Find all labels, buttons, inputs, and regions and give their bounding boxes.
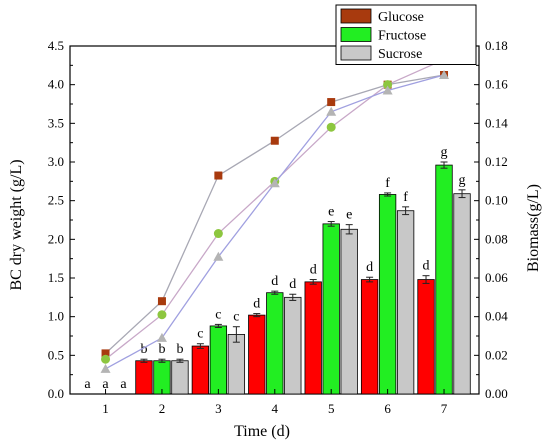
x-axis-title: Time (d) <box>234 423 290 440</box>
x-tick-label: 5 <box>328 401 335 416</box>
legend: Glucose Fructose Sucrose <box>335 4 477 65</box>
x-tick-label: 7 <box>441 401 448 416</box>
significance-label: b <box>140 342 147 357</box>
bar-fructose <box>322 223 340 395</box>
biomass-point-glucose <box>101 349 110 358</box>
x-tick-label: 4 <box>272 401 279 416</box>
biomass-line-layer <box>100 55 450 373</box>
biomass-point-sucrose <box>382 85 393 95</box>
bar-fructose <box>435 164 453 395</box>
y-tick-label: 1.5 <box>48 270 64 285</box>
significance-label: d <box>310 263 317 278</box>
biomass-point-fructose <box>101 354 111 364</box>
significance-label: f <box>385 176 390 191</box>
bar-glucose <box>417 279 435 395</box>
bar-glucose <box>135 360 153 395</box>
significance-label: c <box>197 327 203 342</box>
significance-label: d <box>289 277 296 292</box>
y2-tick-label: 0.16 <box>485 77 508 92</box>
significance-label: c <box>233 310 239 325</box>
bar-sucrose <box>284 296 302 395</box>
bar-sucrose <box>171 360 189 395</box>
significance-label: a <box>120 377 127 392</box>
biomass-point-fructose <box>383 80 393 90</box>
significance-label: d <box>423 259 430 274</box>
biomass-point-sucrose <box>213 251 224 261</box>
bar-glucose <box>191 345 210 395</box>
significance-label: d <box>253 297 260 312</box>
y-tick-label: 2.0 <box>48 231 64 246</box>
bar-fructose <box>378 194 397 395</box>
y2-tick-label: 0.08 <box>485 231 508 246</box>
biomass-point-sucrose <box>439 70 450 79</box>
y2-tick-label: 0.02 <box>485 347 508 362</box>
biomass-point-glucose <box>214 171 223 180</box>
biomass-point-sucrose <box>326 106 337 116</box>
significance-label: c <box>215 307 221 322</box>
biomass-point-glucose <box>327 98 336 107</box>
legend-swatch-sucrose <box>340 45 372 61</box>
legend-label-glucose: Glucose <box>378 10 424 25</box>
bar-fructose <box>266 292 284 395</box>
y2-tick-label: 0.12 <box>485 154 508 169</box>
axes-layer: 0.0 0.5 1.0 1.5 2.0 2.5 3.0 3.5 4.0 4.5 0.00 0.02 0.… <box>48 38 509 416</box>
significance-label: d <box>271 274 278 289</box>
significance-label: e <box>328 205 334 220</box>
significance-label: f <box>403 190 408 205</box>
y2-tick-label: 0.06 <box>485 270 508 285</box>
x-tick-label: 6 <box>384 401 391 416</box>
significance-label: a <box>102 377 109 392</box>
significance-label: g <box>441 145 448 160</box>
legend-swatch-glucose <box>340 8 372 24</box>
y-tick-label: 4.5 <box>48 38 64 53</box>
y-tick-label: 4.0 <box>48 77 64 92</box>
y-tick-label: 3.0 <box>48 154 64 169</box>
significance-label: b <box>176 342 183 357</box>
biomass-point-fructose <box>213 229 223 239</box>
biomass-point-fructose <box>157 310 167 320</box>
y2-tick-label: 0.10 <box>485 193 508 208</box>
y-tick-label: 1.0 <box>48 309 64 324</box>
significance-label: e <box>346 208 352 223</box>
bar-sucrose <box>340 228 358 395</box>
significance-label: b <box>158 342 165 357</box>
bar-glucose <box>360 279 379 395</box>
biomass-point-glucose <box>270 136 279 145</box>
y2-tick-label: 0.00 <box>485 386 508 401</box>
bar-glucose <box>248 314 266 395</box>
bar-sucrose <box>453 193 471 395</box>
x-tick-label: 2 <box>159 401 166 416</box>
y2-axis-title: Biomass(g/L) <box>525 184 542 272</box>
biomass-point-fructose <box>326 122 336 132</box>
significance-label: d <box>366 260 373 275</box>
significance-label: g <box>459 173 466 188</box>
y2-tick-label: 0.18 <box>485 38 508 53</box>
legend-label-sucrose: Sucrose <box>378 47 422 62</box>
y2-tick-label: 0.04 <box>485 309 508 324</box>
x-tick-label: 3 <box>215 401 222 416</box>
biomass-point-sucrose <box>269 178 280 188</box>
bar-glucose <box>304 281 322 395</box>
biomass-point-sucrose <box>100 363 111 373</box>
y-tick-label: 3.5 <box>48 115 64 130</box>
x-tick-label: 1 <box>102 401 109 416</box>
legend-label-fructose: Fructose <box>378 29 426 44</box>
significance-label: a <box>84 377 91 392</box>
bar-sucrose <box>227 334 246 395</box>
legend-swatch-fructose <box>340 27 372 42</box>
y-axis-title: BC dry weight (g/L) <box>8 159 25 290</box>
biomass-point-sucrose <box>156 332 167 342</box>
y-tick-label: 2.5 <box>48 193 64 208</box>
bar-sucrose <box>396 210 415 395</box>
y-tick-label: 0.0 <box>48 386 64 401</box>
y-tick-label: 0.5 <box>48 347 64 362</box>
biomass-point-glucose <box>157 297 166 306</box>
bar-fructose <box>209 325 228 395</box>
y2-tick-label: 0.14 <box>485 115 508 130</box>
